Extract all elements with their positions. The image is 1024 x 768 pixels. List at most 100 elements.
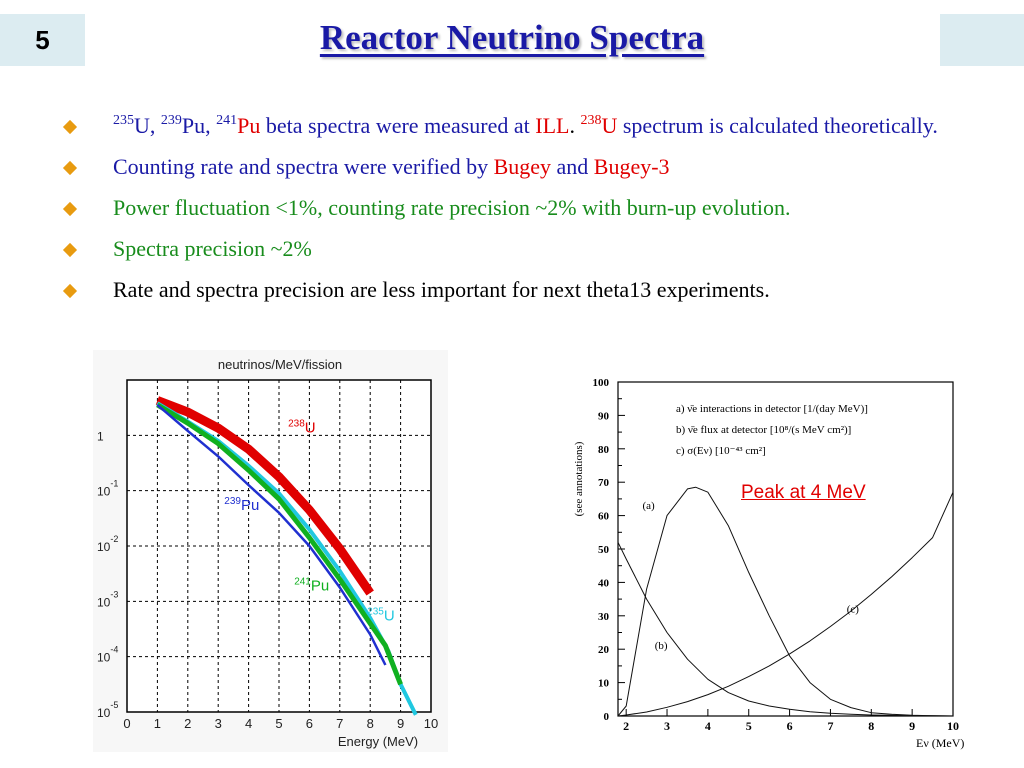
right-legend-entry: c) σ(Eν) [10⁻⁴³ cm²] (676, 445, 766, 457)
left-y-tick-label: 10-2 (97, 534, 118, 554)
right-x-tick-label: 10 (947, 719, 959, 733)
diamond-bullet-icon (62, 283, 78, 299)
right-y-tick-label: 70 (598, 477, 610, 489)
isotope-symbol: Pu (237, 113, 261, 138)
right-x-tick-label: 8 (868, 719, 874, 733)
reactor-spectra-svg: neutrinos/MeV/fission Energy (MeV) 0 1 2 3 4… (97, 357, 438, 749)
isotope-mass: 235 (113, 113, 134, 128)
curve-a (617, 486, 954, 717)
isotope-label: 239Pu (224, 496, 259, 514)
bullet-item-4: Spectra precision ~2% (60, 233, 1020, 264)
right-y-tick-label: 30 (598, 611, 610, 623)
right-plot-series (617, 486, 954, 717)
isotope-symbol: U (601, 113, 618, 138)
bullet-text: . (569, 113, 581, 138)
neutrino-interaction-plot: (see annotations) Eν (MeV) 0 10 20 30 40 50 60… (566, 362, 966, 752)
left-y-tick-label: 10-5 (97, 700, 118, 720)
ill-label: ILL (535, 113, 570, 138)
left-plot-isotope-labels: 238U 239Pu 241Pu 235U (224, 419, 394, 625)
bullet-text: Power fluctuation <1%, counting rate pre… (113, 195, 791, 220)
curve-c (617, 491, 954, 717)
isotope-mass: 238 (580, 113, 602, 128)
bugey3-label: Bugey-3 (593, 154, 670, 179)
bullet-text: spectrum is calculated theoretically. (617, 113, 938, 138)
bullet-item-5: Rate and spectra precision are less impo… (60, 274, 1020, 305)
corner-decoration-box (940, 14, 1024, 66)
right-y-tick-label: 90 (598, 410, 610, 422)
neutrino-interaction-svg: (see annotations) Eν (MeV) 0 10 20 30 40 50 60… (573, 377, 964, 750)
right-legend-entry: a) ν̄e interactions in detector [1/(day … (676, 403, 868, 415)
left-x-tick-label: 2 (184, 716, 191, 731)
left-x-tick-label: 10 (424, 716, 438, 731)
bullet-text: Counting rate and spectra were verified … (113, 154, 494, 179)
right-x-tick-label: 6 (787, 719, 793, 733)
left-x-tick-label: 7 (336, 716, 343, 731)
right-x-tick-label: 2 (623, 719, 629, 733)
left-x-tick-label: 5 (275, 716, 282, 731)
left-y-tick-label: 10-3 (97, 589, 118, 609)
slide-title: Reactor Neutrino Spectra (319, 18, 705, 57)
right-x-tick-label: 9 (909, 719, 915, 733)
right-x-tick-label: 7 (827, 719, 833, 733)
right-x-tick-label: 5 (746, 719, 752, 733)
spectrum-line-239Pu (156, 403, 387, 666)
isotope-symbol: U, (134, 113, 161, 138)
left-plot-grid (126, 379, 432, 713)
bullet-item-3: Power fluctuation <1%, counting rate pre… (60, 192, 1020, 223)
left-y-tick-label: 10-4 (97, 645, 118, 665)
right-y-tick-label: 10 (598, 678, 610, 690)
curve-label: (b) (655, 640, 668, 652)
left-plot-xlabel: Energy (MeV) (338, 734, 418, 749)
right-plot-axes: 0 10 20 30 40 50 60 70 80 90 100 2 3 4 5 6 7 8 9 10 (593, 377, 960, 733)
right-legend-entry: b) ν̄e flux at detector [10⁸/(s MeV cm²)… (676, 424, 851, 436)
bullet-text: and (551, 154, 594, 179)
bullet-text: Rate and spectra precision are less impo… (113, 277, 770, 302)
right-x-tick-label: 3 (664, 719, 670, 733)
spectrum-line-238U (155, 396, 374, 596)
reactor-spectra-plot: neutrinos/MeV/fission Energy (MeV) 0 1 2 3 4… (93, 350, 448, 752)
isotope-label: 241Pu (294, 576, 329, 594)
slide-number-box (0, 14, 85, 66)
bullet-text: beta spectra were measured at (260, 113, 536, 138)
diamond-bullet-icon (62, 119, 78, 135)
diamond-bullet-icon (62, 160, 78, 176)
right-y-tick-label: 40 (598, 577, 610, 589)
diamond-bullet-icon (62, 201, 78, 217)
curve-b (617, 542, 954, 717)
isotope-label: 235U (367, 607, 395, 625)
left-x-tick-label: 1 (154, 716, 161, 731)
diamond-bullet-icon (62, 242, 78, 258)
left-y-tick-label: 10-1 (97, 479, 118, 499)
right-y-tick-label: 60 (598, 511, 610, 523)
spectrum-line-241Pu (156, 402, 403, 686)
bullet-item-2: Counting rate and spectra were verified … (60, 151, 1020, 182)
left-x-tick-label: 3 (215, 716, 222, 731)
left-x-tick-label: 4 (245, 716, 252, 731)
right-y-tick-label: 0 (604, 711, 610, 723)
left-plot-title: neutrinos/MeV/fission (218, 357, 342, 372)
isotope-symbol: Pu, (181, 113, 217, 138)
bullet-text: Spectra precision ~2% (113, 236, 312, 261)
bugey-label: Bugey (493, 154, 552, 179)
right-y-tick-label: 80 (598, 444, 610, 456)
left-x-tick-label: 9 (397, 716, 404, 731)
curve-label: (c) (847, 603, 860, 615)
right-y-tick-label: 50 (598, 544, 610, 556)
peak-annotation: Peak at 4 MeV (741, 482, 866, 503)
curve-label: (a) (643, 500, 656, 512)
right-plot-ylabel: (see annotations) (573, 441, 585, 516)
isotope-label: 238U (288, 419, 316, 437)
left-y-tick-label: 1 (97, 429, 104, 443)
right-y-tick-label: 20 (598, 644, 610, 656)
left-plot-series (155, 396, 418, 716)
left-x-tick-label: 0 (123, 716, 130, 731)
right-plot-legend: a) ν̄e interactions in detector [1/(day … (643, 403, 868, 652)
left-x-tick-label: 6 (306, 716, 313, 731)
isotope-mass: 241 (216, 113, 238, 128)
isotope-mass: 239 (160, 113, 182, 128)
left-plot-ticks: 0 1 2 3 4 5 6 7 8 9 10 1 10-1 10-2 10-3 10-4 10-5 (97, 429, 438, 731)
bullet-list: 235U, 239Pu, 241Pu beta spectra were mea… (60, 110, 1020, 315)
right-y-tick-label: 100 (593, 377, 610, 389)
right-x-tick-label: 4 (705, 719, 711, 733)
left-x-tick-label: 8 (367, 716, 374, 731)
